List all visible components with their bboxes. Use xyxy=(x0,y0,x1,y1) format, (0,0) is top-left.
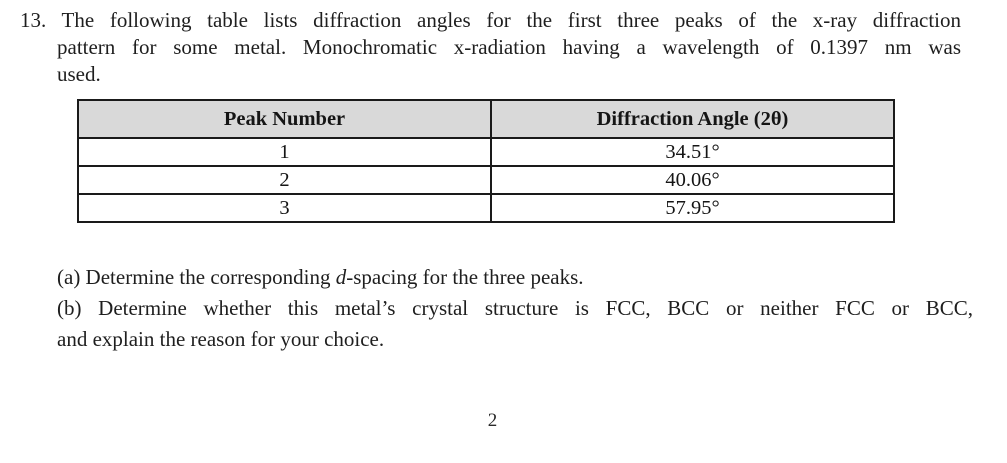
diffraction-angle-cell: 57.95° xyxy=(490,193,895,223)
table-row: 3 57.95° xyxy=(77,193,895,223)
column-header-peak-number: Peak Number xyxy=(77,99,492,139)
problem-line-3: used. xyxy=(57,62,101,86)
problem-line-1: 13. The following table lists diffractio… xyxy=(20,8,961,32)
table-row: 2 40.06° xyxy=(77,165,895,195)
question-b-line-1: (b) Determine whether this metal’s cryst… xyxy=(57,296,973,320)
page-number: 2 xyxy=(487,410,498,431)
diffraction-angle-cell: 34.51° xyxy=(490,137,895,167)
question-a-text-suffix: -spacing for the three peaks. xyxy=(346,265,584,289)
peak-number-cell: 3 xyxy=(77,193,492,223)
column-header-diffraction-angle: Diffraction Angle (2θ) xyxy=(490,99,895,139)
questions-block: (a) Determine the corresponding d-spacin… xyxy=(57,262,973,355)
question-a-text-prefix: (a) Determine the corresponding xyxy=(57,265,336,289)
question-b-line-2: and explain the reason for your choice. xyxy=(57,327,385,351)
question-a: (a) Determine the corresponding d-spacin… xyxy=(57,262,973,293)
problem-line-2: pattern for some metal. Monochromatic x-… xyxy=(57,35,961,59)
diffraction-table: Peak Number Diffraction Angle (2θ) 1 34.… xyxy=(77,99,895,223)
peak-number-cell: 2 xyxy=(77,165,492,195)
table-header-row: Peak Number Diffraction Angle (2θ) xyxy=(77,99,895,139)
table-row: 1 34.51° xyxy=(77,137,895,167)
peak-number-cell: 1 xyxy=(77,137,492,167)
problem-statement: 13. The following table lists diffractio… xyxy=(20,7,961,88)
question-a-italic-d: d xyxy=(335,265,347,289)
diffraction-angle-cell: 40.06° xyxy=(490,165,895,195)
